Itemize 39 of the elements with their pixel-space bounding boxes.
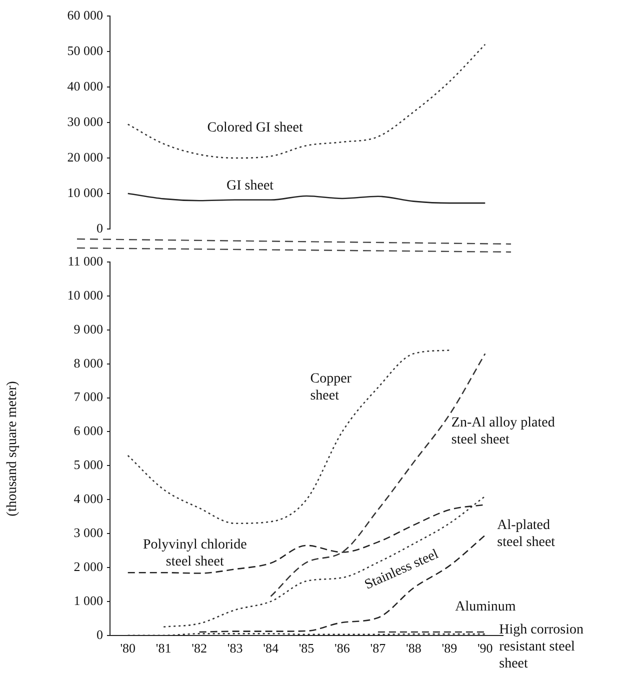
y-tick-label: 2 000 (74, 558, 103, 574)
y-tick-label: 10 000 (67, 287, 103, 302)
series-label: Al-plated steel sheet (497, 518, 556, 550)
x-tick-label: '83 (227, 640, 243, 656)
y-tick-label: 4 000 (74, 491, 103, 506)
y-tick-label: 9 000 (74, 321, 103, 336)
x-tick-label: '90 (477, 640, 493, 656)
y-tick-label: 5 000 (74, 457, 103, 472)
y-tick-label: 10 000 (67, 184, 103, 200)
y-tick-label: 6 000 (74, 423, 103, 438)
y-tick-label: 30 000 (67, 114, 103, 129)
y-tick-label: 40 000 (67, 78, 103, 94)
y-tick-label: 50 000 (67, 42, 103, 58)
x-tick-label: '87 (370, 640, 386, 656)
series-label: GI sheet (226, 178, 274, 194)
y-tick-label: 11 000 (68, 253, 103, 268)
series-label: High corrosion resistant steel sheet (499, 622, 584, 672)
x-tick-label: '81 (156, 640, 172, 656)
x-tick-label: '89 (442, 640, 458, 656)
series-label: Aluminum (455, 600, 516, 615)
y-tick-label: 60 000 (67, 7, 103, 22)
y-axis-title: (thousand square meter) (5, 380, 20, 516)
y-tick-label: 1 000 (74, 592, 103, 608)
y-tick-label: 0 (96, 220, 103, 236)
series-label: Colored GI sheet (207, 120, 303, 136)
x-tick-label: '88 (406, 640, 422, 656)
x-tick-label: '85 (298, 640, 314, 656)
x-tick-label: '84 (263, 640, 279, 656)
x-tick-label: '80 (120, 640, 136, 656)
y-tick-label: 7 000 (74, 389, 103, 404)
x-tick-label: '82 (192, 640, 207, 656)
y-tick-label: 3 000 (74, 524, 103, 540)
x-tick-label: '86 (334, 640, 350, 656)
y-tick-label: 8 000 (74, 355, 103, 370)
series-label: Zn-Al alloy plated steel sheet (451, 415, 555, 448)
series-label: Copper sheet (310, 371, 352, 404)
y-tick-label: 0 (96, 626, 103, 642)
series-label: Polyvinyl chloride steel sheet (142, 537, 247, 570)
y-tick-label: 20 000 (67, 149, 103, 164)
